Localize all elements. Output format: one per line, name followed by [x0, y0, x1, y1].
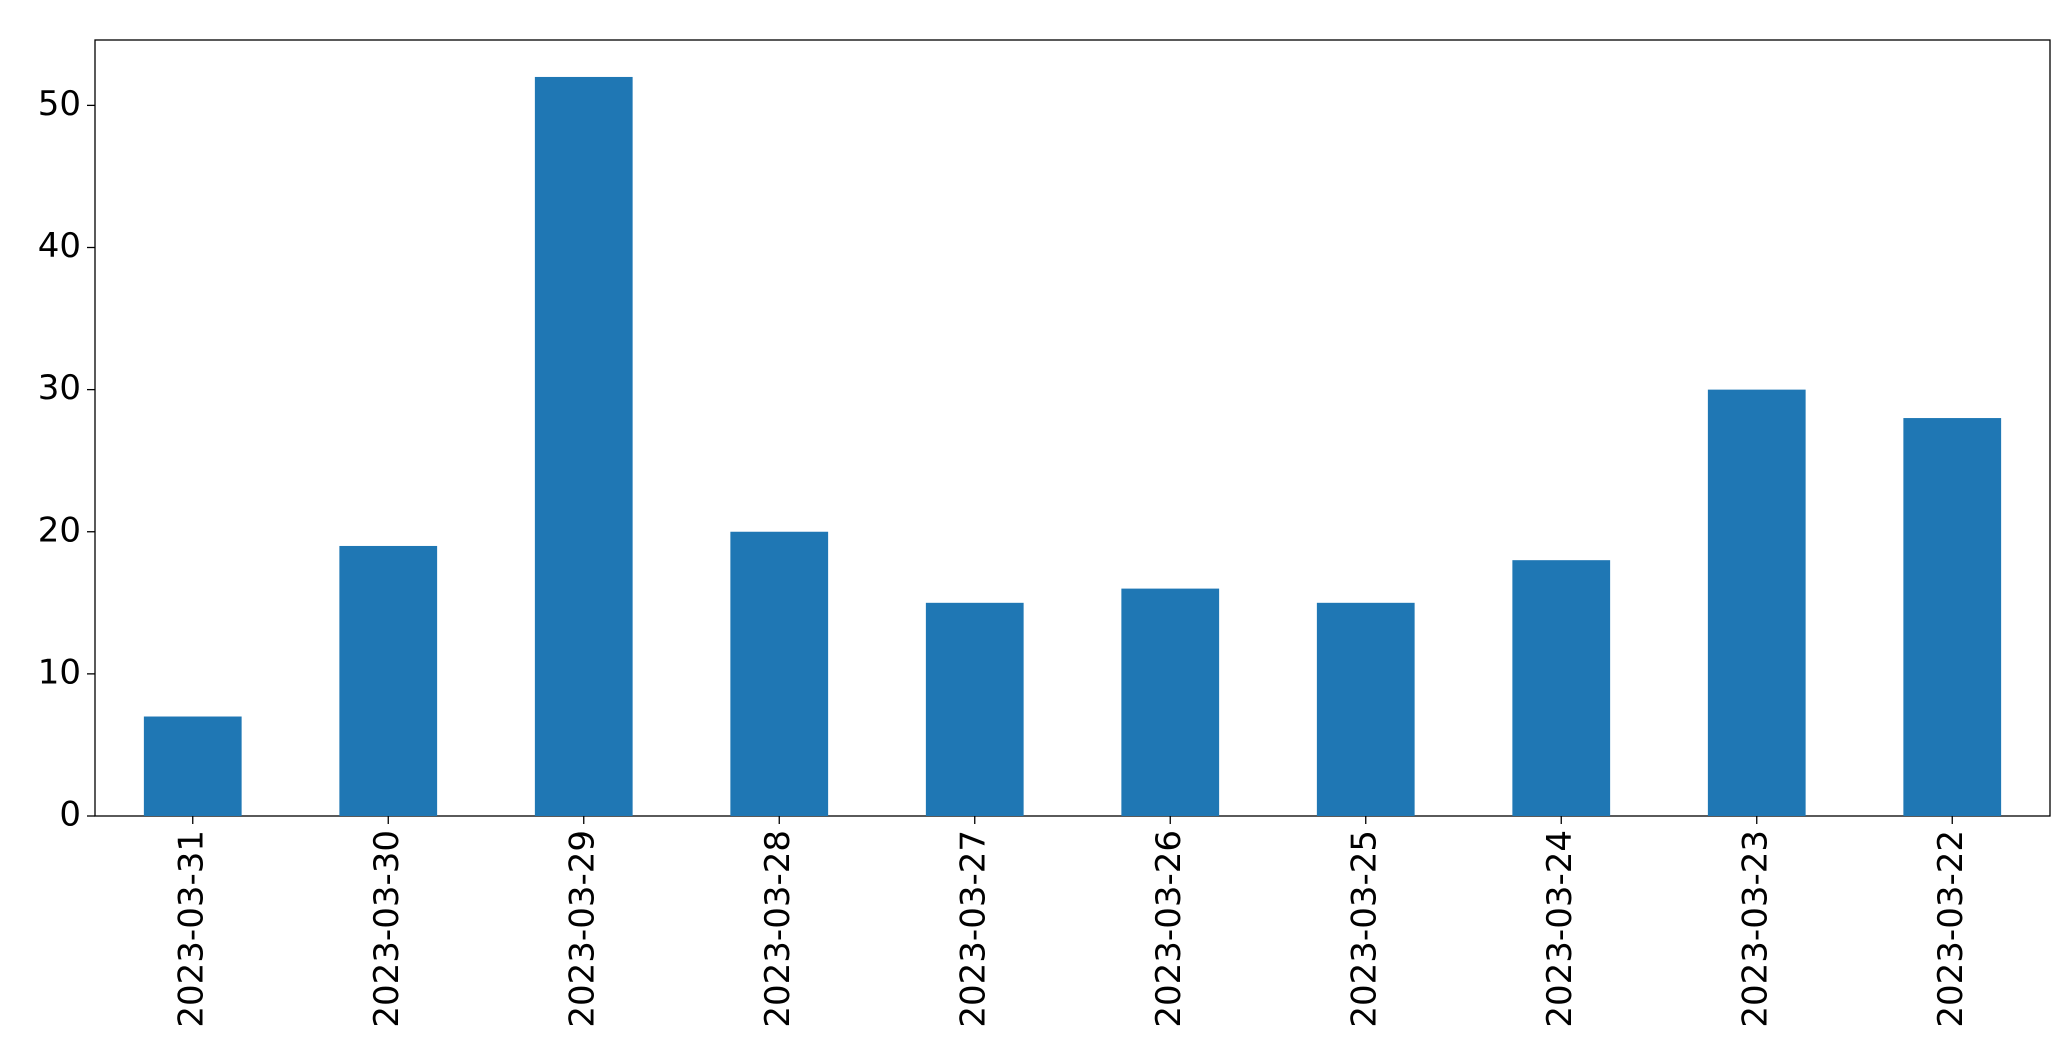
bar: [1316, 602, 1415, 816]
x-tick-label: 2023-03-27: [953, 830, 993, 1028]
y-tick-label: 10: [38, 652, 81, 692]
plot-frame: [94, 39, 2051, 817]
x-tick-label: 2023-03-23: [1735, 830, 1775, 1028]
bar: [925, 602, 1024, 816]
bar: [730, 531, 829, 816]
bar: [339, 545, 438, 816]
x-tick-label: 2023-03-29: [562, 830, 602, 1028]
x-tick-label: 2023-03-24: [1540, 830, 1580, 1028]
y-tick-label: 0: [59, 795, 81, 835]
bar: [534, 76, 633, 816]
x-tick-label: 2023-03-31: [171, 830, 211, 1028]
bar: [1707, 389, 1806, 816]
x-tick-label: 2023-03-30: [367, 830, 407, 1028]
bar: [1512, 560, 1611, 816]
bar: [1121, 588, 1220, 816]
y-tick-label: 20: [38, 510, 81, 550]
y-tick-label: 40: [38, 226, 81, 266]
x-tick-label: 2023-03-22: [1931, 830, 1971, 1028]
y-tick-label: 50: [38, 84, 81, 124]
x-tick-label: 2023-03-28: [758, 830, 798, 1028]
x-tick-label: 2023-03-26: [1149, 830, 1189, 1028]
bar: [143, 716, 242, 816]
bar: [1903, 418, 2002, 816]
y-tick-label: 30: [38, 368, 81, 408]
x-tick-label: 2023-03-25: [1344, 830, 1384, 1028]
